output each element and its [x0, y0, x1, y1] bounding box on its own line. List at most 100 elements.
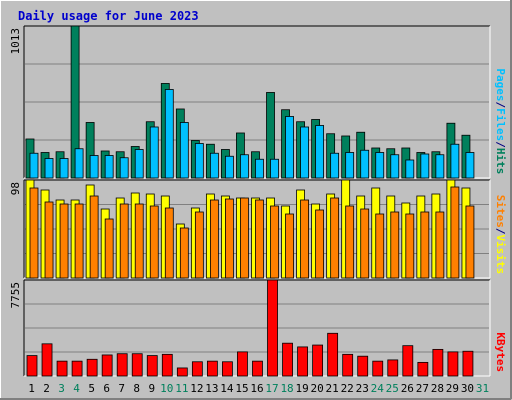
files-bar-day-26	[405, 159, 415, 179]
files-bar-day-4	[74, 148, 84, 179]
kbytes-bar-day-8	[131, 353, 143, 377]
sites-bar-day-5	[89, 195, 99, 279]
sites-bar-day-30	[465, 205, 475, 279]
sites-bar-day-25	[390, 211, 400, 279]
files-bar-day-24	[375, 152, 385, 179]
sites-bar-day-21	[330, 197, 340, 279]
files-bar-day-6	[104, 155, 114, 179]
sites-bar-day-19	[300, 199, 309, 279]
sites-bar-day-7	[119, 203, 129, 279]
chart-bars	[25, 25, 475, 377]
files-bar-day-10	[164, 89, 174, 179]
sites-bar-day-12	[194, 211, 204, 279]
day-label-26: 26	[401, 382, 414, 395]
day-label-6: 6	[103, 382, 110, 395]
panel-2-side-label: KBytes	[494, 332, 507, 372]
files-bar-day-9	[149, 126, 159, 179]
side-label-part: Pages	[494, 68, 507, 101]
day-label-29: 29	[446, 382, 459, 395]
day-label-15: 15	[235, 382, 248, 395]
files-bar-day-28	[435, 154, 445, 179]
sites-bar-day-26	[405, 213, 415, 279]
kbytes-bar-day-6	[101, 354, 113, 377]
kbytes-bar-day-27	[417, 361, 429, 377]
day-label-22: 22	[341, 382, 354, 395]
files-bar-day-18	[285, 116, 294, 179]
kbytes-bar-day-16	[252, 360, 263, 377]
day-label-17: 17	[265, 382, 278, 395]
kbytes-bar-day-12	[191, 361, 203, 377]
day-label-23: 23	[356, 382, 369, 395]
files-bar-day-12	[194, 143, 204, 179]
kbytes-bar-day-1	[26, 355, 38, 377]
kbytes-bar-day-17	[267, 279, 278, 377]
day-label-3: 3	[58, 382, 65, 395]
sites-bar-day-13	[209, 199, 219, 279]
kbytes-bar-day-21	[327, 332, 339, 377]
kbytes-bar-day-4	[71, 360, 83, 377]
side-label-part: Hits	[494, 148, 507, 175]
kbytes-bar-day-5	[86, 358, 98, 377]
day-label-16: 16	[250, 382, 263, 395]
files-bar-day-29	[450, 143, 460, 179]
sites-bar-day-4	[74, 203, 84, 279]
side-label-part: /	[494, 228, 507, 235]
kbytes-bar-day-18	[282, 342, 293, 377]
sites-bar-day-8	[134, 203, 144, 279]
kbytes-bar-day-30	[462, 350, 474, 377]
files-bar-day-13	[209, 152, 219, 179]
day-label-12: 12	[190, 382, 203, 395]
day-label-20: 20	[311, 382, 324, 395]
sites-bar-day-22	[345, 205, 355, 279]
kbytes-bar-day-15	[237, 351, 248, 377]
sites-bar-day-29	[450, 186, 460, 279]
day-label-24: 24	[371, 382, 385, 395]
day-label-14: 14	[220, 382, 234, 395]
sites-bar-day-27	[420, 211, 430, 279]
files-bar-day-1	[29, 152, 39, 179]
sites-bar-day-28	[435, 211, 445, 279]
day-label-28: 28	[431, 382, 444, 395]
sites-bar-day-20	[315, 209, 325, 279]
sites-bar-day-6	[104, 218, 114, 279]
files-bar-day-5	[89, 155, 99, 179]
sites-bar-day-2	[44, 201, 54, 279]
day-label-10: 10	[160, 382, 173, 395]
day-label-7: 7	[118, 382, 125, 395]
kbytes-bar-day-9	[146, 355, 158, 377]
sites-bar-day-17	[270, 205, 279, 279]
sites-bar-day-11	[179, 227, 189, 279]
kbytes-bar-day-13	[206, 360, 218, 377]
kbytes-bar-day-11	[176, 367, 188, 377]
panel-0-side-label: Pages/Files/Hits	[494, 68, 507, 174]
side-label-part: Sites	[494, 195, 507, 228]
kbytes-bar-day-19	[297, 346, 308, 377]
files-bar-day-27	[420, 153, 430, 179]
files-bar-day-22	[345, 152, 355, 179]
sites-bar-day-1	[29, 187, 39, 279]
sites-bar-day-16	[255, 199, 264, 279]
files-bar-day-20	[315, 125, 325, 179]
kbytes-bar-day-7	[116, 353, 128, 377]
day-label-9: 9	[148, 382, 155, 395]
kbytes-bar-day-10	[161, 353, 173, 377]
side-label-part: KBytes	[494, 332, 507, 372]
kbytes-bar-day-3	[56, 360, 68, 377]
kbytes-bar-day-28	[432, 348, 444, 377]
kbytes-bar-day-29	[447, 351, 459, 377]
sites-bar-day-18	[285, 213, 294, 279]
files-bar-day-3	[59, 158, 69, 179]
day-label-8: 8	[133, 382, 140, 395]
side-label-part: Files	[494, 108, 507, 141]
side-label-part: /	[494, 102, 507, 109]
day-label-30: 30	[461, 382, 474, 395]
files-bar-day-11	[179, 122, 189, 179]
day-label-31: 31	[476, 382, 489, 395]
day-label-11: 11	[175, 382, 188, 395]
sites-bar-day-23	[360, 208, 370, 279]
files-bar-day-16	[255, 158, 264, 179]
panel-0-ymax-label: 1013	[9, 28, 22, 55]
side-label-part: Visits	[494, 235, 507, 275]
kbytes-bar-day-24	[372, 360, 384, 377]
panel-2-ymax-label: 7755	[9, 282, 22, 309]
